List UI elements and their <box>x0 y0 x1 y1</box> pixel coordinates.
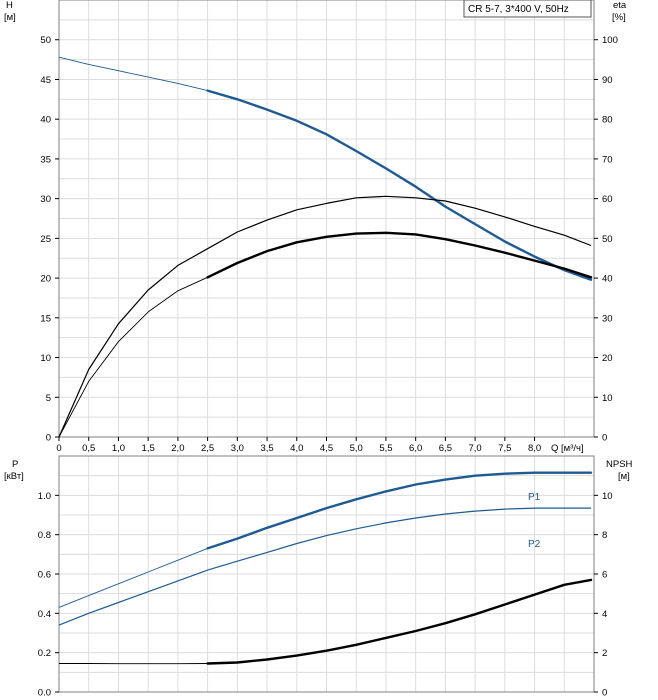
y-left-tick-label: 5 <box>46 393 51 404</box>
x-tick-label: 4,5 <box>320 443 333 454</box>
series-label-p2: P2 <box>528 539 541 550</box>
y-right-tick-label: 4 <box>602 609 607 620</box>
q-axis-title: Q [м³/ч] <box>551 443 584 454</box>
y-left-tick-label: 0.0 <box>38 688 51 699</box>
x-tick-label: 0 <box>56 443 61 454</box>
y-left-tick-label: 0.2 <box>38 648 51 659</box>
eta-axis-title: eta <box>613 0 627 11</box>
y-left-tick-label: 1.0 <box>38 491 51 502</box>
y-right-tick-label: 40 <box>602 274 613 285</box>
top-grid <box>58 0 595 438</box>
y-left-tick-label: 45 <box>40 75 51 86</box>
x-tick-label: 0,5 <box>82 443 95 454</box>
x-tick-label: 1,0 <box>112 443 125 454</box>
y-left-tick-label: 25 <box>40 234 51 245</box>
series-p2-line <box>58 507 591 626</box>
x-tick-label: 8,0 <box>528 443 541 454</box>
eta-axis-unit: [%] <box>612 12 626 23</box>
y-right-tick-label: 50 <box>602 234 613 245</box>
x-tick-label: 7,0 <box>469 443 482 454</box>
y-right-tick-label: 20 <box>602 353 613 364</box>
h-axis-unit: [м] <box>4 12 16 23</box>
y-right-tick-label: 2 <box>602 648 607 659</box>
x-tick-label: 3,5 <box>260 443 273 454</box>
y-left-tick-label: 0 <box>46 433 51 444</box>
p-axis-title: P <box>12 459 18 470</box>
y-right-tick-label: 10 <box>602 393 613 404</box>
h-axis-title: H <box>6 0 13 11</box>
x-tick-label: 6,0 <box>409 443 422 454</box>
legend-text: CR 5-7, 3*400 V, 50Hz <box>468 4 569 15</box>
y-left-tick-label: 0.8 <box>38 530 51 541</box>
y-left-tick-label: 15 <box>40 313 51 324</box>
series-0-0-line-operating <box>206 89 593 281</box>
y-right-tick-label: 100 <box>602 35 618 46</box>
bottom-ticks: 0.0 0.2 0.4 0.6 0.8 1.0 0 2 4 6 8 10 <box>38 491 613 699</box>
p-axis-unit: [кВт] <box>4 471 24 482</box>
series-1-2-line-operating <box>206 578 593 665</box>
series-0-1-line <box>58 195 592 438</box>
y-left-tick-label: 35 <box>40 154 51 165</box>
y-left-tick-label: 0.4 <box>38 609 51 620</box>
x-tick-label: 2,5 <box>201 443 214 454</box>
y-right-tick-label: 30 <box>602 313 613 324</box>
legend-box <box>463 0 592 18</box>
y-right-tick-label: 0 <box>602 688 607 699</box>
y-left-tick-label: 10 <box>40 353 51 364</box>
x-tick-label: 3,0 <box>231 443 244 454</box>
y-left-tick-label: 50 <box>40 35 51 46</box>
y-right-tick-label: 70 <box>602 154 613 165</box>
y-right-tick-label: 8 <box>602 530 607 541</box>
head-efficiency-panel: 0 5 10 15 20 25 30 35 40 45 50 0 10 20 30 40 50 60 70 80 90 1… <box>4 0 627 454</box>
series-0-2-line-operating <box>206 231 593 279</box>
y-right-tick-label: 0 <box>602 433 607 444</box>
x-tick-label: 6,5 <box>439 443 452 454</box>
y-right-tick-label: 6 <box>602 570 607 581</box>
x-tick-label: 4,0 <box>290 443 303 454</box>
y-left-tick-label: 40 <box>40 115 51 126</box>
bottom-series <box>58 471 593 665</box>
top-ticks: 0 5 10 15 20 25 30 35 40 45 50 0 10 20 30 40 50 60 70 80 90 1… <box>40 35 617 454</box>
y-left-tick-label: 20 <box>40 274 51 285</box>
x-tick-label: 7,5 <box>498 443 511 454</box>
top-series <box>58 56 593 438</box>
series-p1-line-extended <box>58 547 208 608</box>
series-0-2-line-extended <box>58 276 208 438</box>
x-tick-label: 5,5 <box>379 443 392 454</box>
npsh-axis-unit: [м] <box>618 471 630 482</box>
power-npsh-panel: 0.0 0.2 0.4 0.6 0.8 1.0 0 2 4 6 8 10 P [кВт] NPSH [… <box>4 455 633 699</box>
npsh-axis-title: NPSH <box>606 459 633 470</box>
y-right-tick-label: 10 <box>602 491 613 502</box>
y-right-tick-label: 60 <box>602 194 613 205</box>
y-left-tick-label: 0.6 <box>38 570 51 581</box>
x-tick-label: 5,0 <box>350 443 363 454</box>
series-p1-line-operating <box>206 471 593 550</box>
x-tick-label: 2,0 <box>171 443 184 454</box>
series-label-p1: P1 <box>528 492 541 503</box>
y-right-tick-label: 80 <box>602 115 613 126</box>
y-left-tick-label: 30 <box>40 194 51 205</box>
x-tick-label: 1,5 <box>142 443 155 454</box>
y-right-tick-label: 90 <box>602 75 613 86</box>
series-0-0-line-extended <box>58 56 208 92</box>
